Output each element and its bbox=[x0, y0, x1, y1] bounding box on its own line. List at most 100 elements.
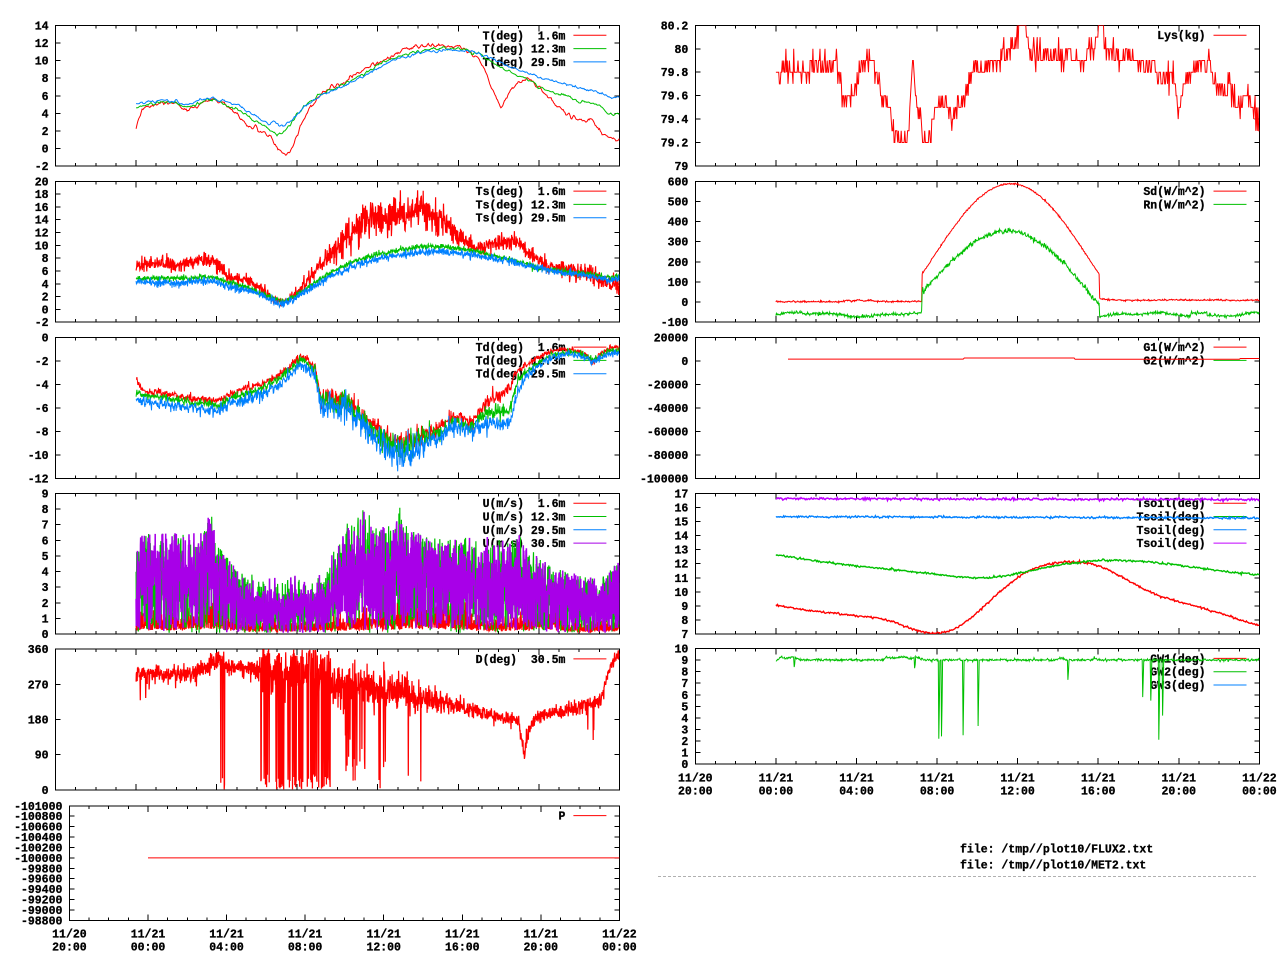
svg-text:200: 200 bbox=[668, 257, 689, 270]
svg-text:11/20: 11/20 bbox=[52, 929, 87, 942]
svg-text:79.6: 79.6 bbox=[661, 91, 689, 104]
svg-text:0: 0 bbox=[681, 297, 688, 310]
svg-text:10: 10 bbox=[674, 587, 688, 600]
svg-text:-99600: -99600 bbox=[21, 874, 63, 887]
svg-text:04:00: 04:00 bbox=[839, 785, 874, 798]
svg-text:20: 20 bbox=[35, 176, 49, 189]
svg-text:7: 7 bbox=[681, 678, 688, 691]
svg-text:0: 0 bbox=[42, 144, 49, 157]
svg-text:6: 6 bbox=[42, 91, 49, 104]
svg-text:Td(deg) 12.3m: Td(deg) 12.3m bbox=[476, 355, 566, 368]
svg-text:4: 4 bbox=[42, 567, 49, 580]
svg-text:9: 9 bbox=[681, 655, 688, 668]
svg-text:11: 11 bbox=[674, 573, 688, 586]
svg-text:7: 7 bbox=[42, 520, 49, 533]
svg-text:500: 500 bbox=[668, 196, 689, 209]
svg-text:Ts(deg) 1.6m: Ts(deg) 1.6m bbox=[476, 186, 566, 199]
svg-text:270: 270 bbox=[28, 679, 49, 692]
svg-text:11/21: 11/21 bbox=[759, 773, 794, 786]
svg-text:-20000: -20000 bbox=[647, 379, 689, 392]
svg-text:08:00: 08:00 bbox=[288, 941, 323, 954]
svg-text:11/21: 11/21 bbox=[288, 929, 323, 942]
svg-text:Ts(deg) 29.5m: Ts(deg) 29.5m bbox=[476, 213, 566, 226]
svg-text:-100000: -100000 bbox=[14, 853, 62, 866]
svg-text:0: 0 bbox=[42, 304, 49, 317]
svg-text:-100000: -100000 bbox=[640, 473, 688, 486]
svg-text:0: 0 bbox=[42, 629, 49, 642]
svg-text:-2: -2 bbox=[35, 356, 49, 369]
svg-text:20:00: 20:00 bbox=[1162, 785, 1197, 798]
svg-text:11/21: 11/21 bbox=[1162, 773, 1197, 786]
svg-text:2: 2 bbox=[42, 292, 49, 305]
svg-text:12: 12 bbox=[35, 228, 49, 241]
svg-text:Ts(deg) 12.3m: Ts(deg) 12.3m bbox=[476, 199, 566, 212]
svg-text:17: 17 bbox=[674, 488, 688, 501]
svg-text:11/21: 11/21 bbox=[839, 773, 874, 786]
svg-text:300: 300 bbox=[668, 237, 689, 250]
svg-text:GW2(deg): GW2(deg) bbox=[1150, 667, 1205, 680]
svg-text:100: 100 bbox=[668, 277, 689, 290]
svg-text:-100: -100 bbox=[661, 317, 689, 330]
svg-text:11/22: 11/22 bbox=[1242, 773, 1277, 786]
svg-text:-98800: -98800 bbox=[21, 915, 63, 928]
svg-text:79: 79 bbox=[674, 161, 688, 174]
svg-text:16:00: 16:00 bbox=[445, 941, 480, 954]
svg-text:-99200: -99200 bbox=[21, 895, 63, 908]
svg-text:20:00: 20:00 bbox=[524, 941, 559, 954]
svg-text:80: 80 bbox=[674, 44, 688, 57]
svg-text:00:00: 00:00 bbox=[759, 785, 794, 798]
svg-text:3: 3 bbox=[681, 725, 688, 738]
svg-text:12:00: 12:00 bbox=[366, 941, 401, 954]
svg-text:Lys(kg): Lys(kg) bbox=[1157, 30, 1205, 43]
svg-text:600: 600 bbox=[668, 176, 689, 189]
svg-text:14: 14 bbox=[674, 531, 688, 544]
svg-text:T(deg) 12.3m: T(deg) 12.3m bbox=[483, 44, 566, 57]
svg-text:00:00: 00:00 bbox=[131, 941, 166, 954]
svg-text:20:00: 20:00 bbox=[52, 941, 87, 954]
svg-text:1: 1 bbox=[681, 748, 688, 761]
svg-text:-2: -2 bbox=[35, 317, 49, 330]
svg-text:-101000: -101000 bbox=[14, 801, 62, 814]
svg-text:Tsoil(deg): Tsoil(deg) bbox=[1136, 525, 1205, 538]
svg-text:18: 18 bbox=[35, 189, 49, 202]
svg-text:U(m/s) 1.6m: U(m/s) 1.6m bbox=[483, 498, 566, 511]
svg-text:D(deg) 30.5m: D(deg) 30.5m bbox=[476, 654, 566, 667]
svg-text:-99800: -99800 bbox=[21, 863, 63, 876]
svg-text:-80000: -80000 bbox=[647, 450, 689, 463]
svg-text:11/21: 11/21 bbox=[524, 929, 559, 942]
svg-text:0: 0 bbox=[681, 356, 688, 369]
svg-text:U(m/s) 29.5m: U(m/s) 29.5m bbox=[483, 525, 566, 538]
svg-text:Td(deg) 29.5m: Td(deg) 29.5m bbox=[476, 369, 566, 382]
svg-text:10: 10 bbox=[674, 644, 688, 657]
svg-text:11/21: 11/21 bbox=[131, 929, 166, 942]
svg-text:file: /tmp//plot10/FLUX2.txt: file: /tmp//plot10/FLUX2.txt bbox=[960, 844, 1153, 857]
svg-text:Tsoil(deg): Tsoil(deg) bbox=[1136, 512, 1205, 525]
svg-text:-100800: -100800 bbox=[14, 811, 62, 824]
svg-text:6: 6 bbox=[42, 266, 49, 279]
svg-text:U(m/s) 12.3m: U(m/s) 12.3m bbox=[483, 512, 566, 525]
svg-text:0: 0 bbox=[681, 759, 688, 772]
svg-text:12:00: 12:00 bbox=[1000, 785, 1035, 798]
svg-text:GW3(deg): GW3(deg) bbox=[1150, 680, 1205, 693]
svg-text:-2: -2 bbox=[35, 161, 49, 174]
svg-text:8: 8 bbox=[42, 73, 49, 86]
svg-text:P: P bbox=[558, 811, 565, 824]
svg-text:11/21: 11/21 bbox=[1081, 773, 1116, 786]
svg-text:-100400: -100400 bbox=[14, 832, 62, 845]
svg-text:file: /tmp//plot10/MET2.txt: file: /tmp//plot10/MET2.txt bbox=[960, 860, 1146, 873]
svg-text:-4: -4 bbox=[35, 379, 49, 392]
svg-text:11/20: 11/20 bbox=[678, 773, 713, 786]
svg-text:Tsoil(deg): Tsoil(deg) bbox=[1136, 498, 1205, 511]
svg-text:14: 14 bbox=[35, 215, 49, 228]
svg-text:11/21: 11/21 bbox=[366, 929, 401, 942]
svg-text:10: 10 bbox=[35, 240, 49, 253]
svg-text:12: 12 bbox=[674, 559, 688, 572]
svg-text:Rn(W/m^2): Rn(W/m^2) bbox=[1143, 199, 1205, 212]
svg-text:6: 6 bbox=[42, 535, 49, 548]
svg-text:-12: -12 bbox=[28, 473, 49, 486]
svg-text:2: 2 bbox=[42, 598, 49, 611]
svg-text:-6: -6 bbox=[35, 403, 49, 416]
svg-text:12: 12 bbox=[35, 38, 49, 51]
svg-text:10: 10 bbox=[35, 56, 49, 69]
svg-text:Tsoil(deg): Tsoil(deg) bbox=[1136, 538, 1205, 551]
